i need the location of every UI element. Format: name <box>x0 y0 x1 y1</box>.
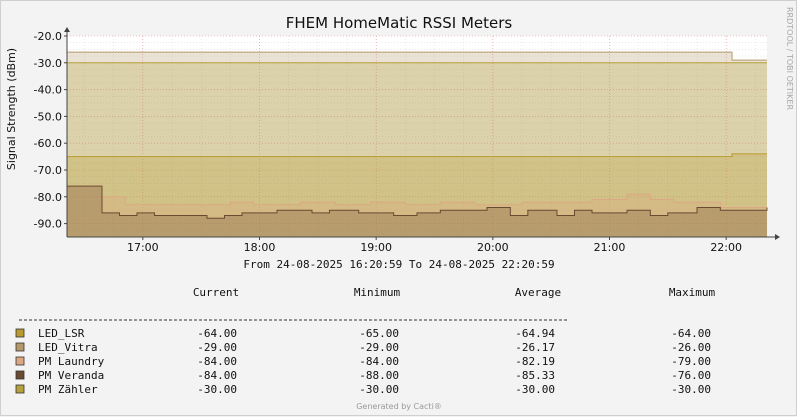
y-axis-label: Signal Strength (dBm) <box>5 48 18 170</box>
series-line-2 <box>67 185 767 209</box>
legend-value-minimum: -30.00 <box>359 383 399 396</box>
legend-value-maximum: -64.00 <box>671 327 711 340</box>
series-area-2 <box>67 186 767 237</box>
y-tick-label: -50.0 <box>34 110 62 123</box>
series-area-1 <box>67 52 767 237</box>
legend-value-maximum: -30.00 <box>671 383 711 396</box>
plot-background <box>67 36 767 237</box>
series-area-4 <box>67 62 767 237</box>
legend-value-current: -64.00 <box>197 327 237 340</box>
series-area-3 <box>67 186 767 237</box>
chart-title: FHEM HomeMatic RSSI Meters <box>286 14 513 32</box>
legend-series-name: PM Laundry <box>38 355 105 368</box>
legend-column-header: Average <box>515 286 561 299</box>
date-range-label: From 24-08-2025 16:20:59 To 24-08-2025 2… <box>243 258 554 271</box>
legend-row: LED_LSR -64.00 -65.00 -64.94 -64.00 <box>15 327 711 340</box>
series-line-1 <box>67 51 767 61</box>
legend-value-average: -85.33 <box>515 369 555 382</box>
legend-value-average: -30.00 <box>515 383 555 396</box>
legend-swatch <box>15 328 25 338</box>
legend-row: PM Zähler -30.00 -30.00 -30.00 -30.00 <box>15 383 711 396</box>
legend-value-average: -64.94 <box>515 327 555 340</box>
series-line-3 <box>67 185 768 219</box>
legend-value-minimum: -88.00 <box>359 369 399 382</box>
y-tick-label: -70.0 <box>34 164 62 177</box>
y-tick-label: -30.0 <box>34 57 62 70</box>
legend-row: PM Veranda -84.00 -88.00 -85.33 -76.00 <box>15 369 711 382</box>
legend-value-average: -82.19 <box>515 355 555 368</box>
y-tick-label: -40.0 <box>34 84 62 97</box>
legend-table: Current Minimum Average Maximum LED_LSR -64.0… <box>15 286 716 396</box>
y-tick-label: -90.0 <box>34 218 62 231</box>
legend-value-maximum: -26.00 <box>671 341 711 354</box>
x-tick-label: 22:00 <box>710 241 742 254</box>
legend-value-current: -84.00 <box>197 369 237 382</box>
grid <box>67 35 767 238</box>
x-tick-label: 21:00 <box>594 241 626 254</box>
x-tick-label: 19:00 <box>360 241 392 254</box>
y-tick-label: -80.0 <box>34 191 62 204</box>
footer-credit: Generated by Cacti® <box>356 402 442 411</box>
legend-series-name: LED_Vitra <box>38 341 98 354</box>
legend-value-minimum: -29.00 <box>359 341 399 354</box>
legend-row: PM Laundry -84.00 -84.00 -82.19 -79.00 <box>15 355 711 368</box>
legend-column-header: Current <box>193 286 239 299</box>
x-tick-label: 17:00 <box>127 241 159 254</box>
x-axis-arrow <box>775 234 780 240</box>
x-tick-label: 18:00 <box>244 241 276 254</box>
legend-value-average: -26.17 <box>515 341 555 354</box>
legend-value-maximum: -79.00 <box>671 355 711 368</box>
y-axis-arrow <box>64 27 70 32</box>
legend-column-header: Minimum <box>354 286 401 299</box>
legend-swatch <box>15 356 25 366</box>
y-tick-label: -20.0 <box>34 30 62 43</box>
legend-value-minimum: -84.00 <box>359 355 399 368</box>
series-line-0 <box>67 153 767 158</box>
legend-value-maximum: -76.00 <box>671 369 711 382</box>
legend-series-name: PM Zähler <box>38 383 98 396</box>
series-area-0 <box>67 153 767 237</box>
legend-column-header: Maximum <box>669 286 716 299</box>
legend-value-current: -29.00 <box>197 341 237 354</box>
legend-row: LED_Vitra -29.00 -29.00 -26.17 -26.00 <box>15 341 711 354</box>
legend-value-current: -84.00 <box>197 355 237 368</box>
y-tick-label: -60.0 <box>34 137 62 150</box>
plot-area <box>64 27 780 240</box>
x-tick-label: 20:00 <box>477 241 509 254</box>
legend-swatch <box>15 370 25 380</box>
legend-value-current: -30.00 <box>197 383 237 396</box>
rrdtool-watermark: RRDTOOL / TOBI OETIKER <box>785 7 794 110</box>
x-axis: 17:00 18:00 19:00 20:00 21:00 22:00 <box>127 237 742 254</box>
legend-value-minimum: -65.00 <box>359 327 399 340</box>
legend-series-name: PM Veranda <box>38 369 104 382</box>
legend-swatch <box>15 342 25 352</box>
legend-swatch <box>15 384 25 394</box>
legend-series-name: LED_LSR <box>38 327 85 340</box>
y-axis: -20.0 -30.0 -40.0 -50.0 -60.0 -70.0 -80.0 -90.0 <box>34 30 67 231</box>
